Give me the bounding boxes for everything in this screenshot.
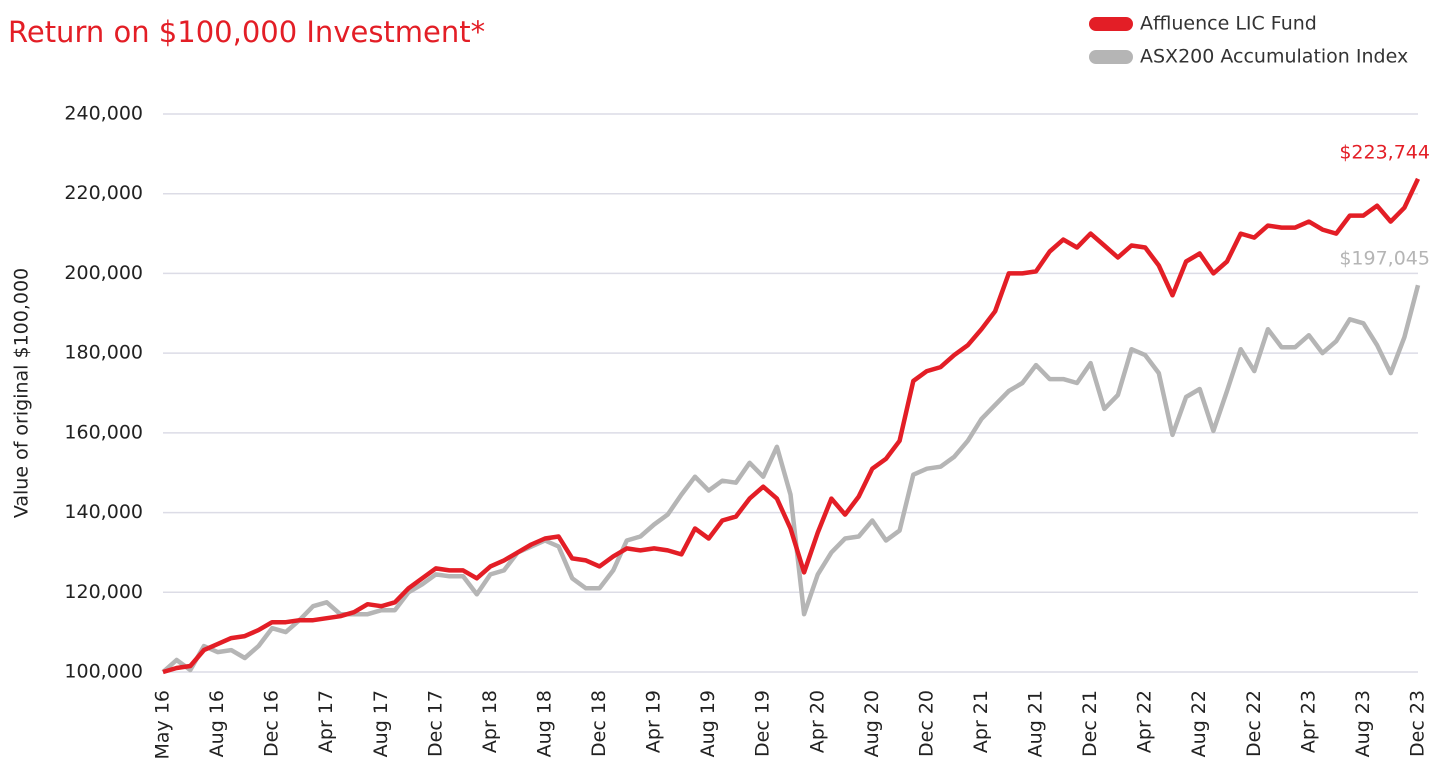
legend-label: ASX200 Accumulation Index — [1140, 46, 1408, 68]
x-tick-label: May 16 — [152, 690, 174, 760]
y-tick-label: 120,000 — [64, 581, 143, 603]
x-tick-label: Dec 22 — [1243, 690, 1265, 757]
x-tick-label: Aug 19 — [697, 690, 719, 757]
data-label: $223,744 — [1339, 141, 1430, 163]
x-tick-label: Dec 16 — [261, 690, 283, 757]
x-tick-label: Aug 17 — [370, 690, 392, 757]
legend-label: Affluence LIC Fund — [1140, 13, 1317, 35]
x-tick-label: Dec 20 — [915, 690, 937, 757]
x-tick-label: Apr 20 — [806, 690, 828, 753]
y-tick-label: 180,000 — [64, 342, 143, 364]
x-tick-label: Aug 21 — [1025, 690, 1047, 757]
y-tick-label: 100,000 — [64, 661, 143, 683]
x-tick-label: Dec 21 — [1079, 690, 1101, 757]
x-tick-label: Dec 17 — [424, 690, 446, 757]
legend-swatch — [1089, 50, 1133, 64]
y-tick-label: 240,000 — [64, 103, 143, 125]
y-tick-label: 140,000 — [64, 501, 143, 523]
x-tick-label: Aug 23 — [1352, 690, 1374, 757]
series-line — [161, 284, 1421, 674]
chart-title: Return on $100,000 Investment* — [8, 15, 485, 49]
x-tick-label: Apr 23 — [1297, 690, 1319, 753]
x-tick-label: Apr 17 — [315, 690, 337, 753]
y-tick-label: 220,000 — [64, 182, 143, 204]
x-tick-label: Aug 18 — [533, 690, 555, 757]
x-tick-label: Aug 20 — [861, 690, 883, 757]
data-label: $197,045 — [1339, 248, 1430, 270]
x-tick-label: Apr 18 — [479, 690, 501, 753]
x-tick-label: Dec 18 — [588, 690, 610, 757]
y-axis-label: Value of original $100,000 — [11, 268, 33, 518]
x-tick-label: Apr 19 — [643, 690, 665, 753]
legend-swatch — [1089, 17, 1133, 31]
x-tick-label: Apr 22 — [1134, 690, 1156, 753]
series-line — [162, 177, 1421, 675]
x-tick-label: Dec 23 — [1407, 690, 1429, 757]
y-tick-label: 160,000 — [64, 421, 143, 443]
x-tick-label: Aug 22 — [1188, 690, 1210, 757]
y-tick-label: 200,000 — [64, 262, 143, 284]
x-tick-label: Apr 21 — [970, 690, 992, 753]
x-tick-label: Dec 19 — [752, 690, 774, 757]
x-tick-label: Aug 16 — [206, 690, 228, 757]
